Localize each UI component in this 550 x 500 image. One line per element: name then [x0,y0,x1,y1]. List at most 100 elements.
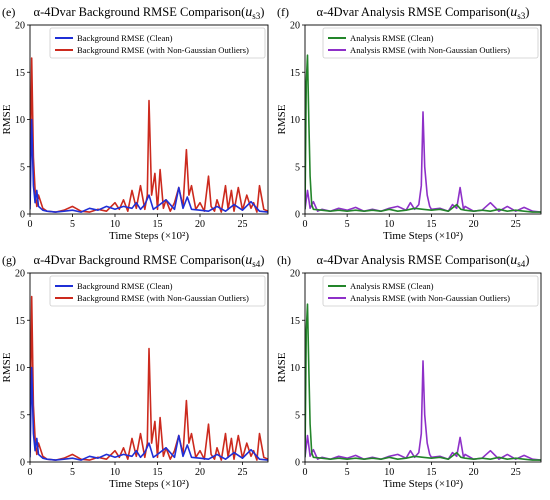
chart-title: α-4Dvar Analysis RMSE Comparison(us4) [317,253,530,269]
chart-title-close: ) [525,253,529,267]
plot-frame [304,272,542,463]
chart-title: α-4Dvar Analysis RMSE Comparison(us3) [317,5,530,21]
y-tick-label: 10 [290,363,300,374]
y-tick-label: 15 [290,316,300,327]
chart-title-variable: u [245,253,252,268]
plot-frame [29,24,269,215]
panel-label: (h) [277,253,291,267]
y-tick-label: 10 [290,115,300,126]
x-tick-label: 20 [195,219,205,230]
legend-label: Background RMSE (with Non-Gaussian Outli… [77,293,249,303]
x-axis-label: Time Steps (×10²) [109,478,189,490]
chart-panel-f: (f) α-4Dvar Analysis RMSE Comparison(us3)… [276,5,542,242]
legend-box [49,275,266,307]
legend-box [49,27,266,59]
chart-title-variable: u [510,5,517,20]
legend: Background RMSE (Clean) Background RMSE (… [49,275,266,307]
y-tick-label: 10 [15,363,25,374]
x-tick-label: 20 [195,467,205,478]
series-line-1 [305,54,541,213]
y-tick-label: 15 [290,68,300,79]
legend-label: Background RMSE (with Non-Gaussian Outli… [77,45,249,55]
chart-title-subscript: s4 [252,259,261,269]
legend-label: Analysis RMSE (with Non-Gaussian Outlier… [350,45,510,55]
series-line-1 [30,118,268,213]
chart-title: α-4Dvar Background RMSE Comparison(us3) [34,5,265,21]
y-tick-label: 0 [20,210,25,221]
y-tick-label: 0 [295,458,300,469]
chart-panel-e: (e) α-4Dvar Background RMSE Comparison(us… [1,5,269,242]
y-tick-label: 5 [20,162,25,173]
x-tick-label: 5 [345,219,350,230]
x-tick-label: 20 [469,467,479,478]
chart-title-variable: u [245,5,252,20]
series-line-0 [30,57,268,213]
y-axis-label: RMSE [1,104,13,134]
legend-label: Analysis RMSE (with Non-Gaussian Outlier… [350,293,510,303]
legend-label: Background RMSE (Clean) [77,33,173,43]
panel-label: (e) [2,5,15,19]
legend-label: Analysis RMSE (Clean) [350,33,434,43]
chart-panel-h: (h) α-4Dvar Analysis RMSE Comparison(us4)… [276,253,542,490]
legend-label: Background RMSE (Clean) [77,281,173,291]
chart-panel-g: (g) α-4Dvar Background RMSE Comparison(us… [1,253,269,490]
series-line-1 [30,366,268,461]
chart-title-variable: u [510,253,517,268]
series-line-0 [30,295,268,461]
x-tick-label: 25 [511,467,521,478]
x-tick-label: 20 [469,219,479,230]
x-tick-label: 5 [345,467,350,478]
x-tick-label: 0 [28,219,33,230]
y-tick-label: 0 [295,210,300,221]
chart-title-subscript: s3 [252,11,261,21]
y-axis-label: RMSE [276,104,288,134]
y-tick-label: 15 [15,68,25,79]
x-tick-label: 0 [303,467,308,478]
x-tick-label: 15 [426,467,436,478]
chart-title-text: α-4Dvar Background RMSE Comparison( [34,5,246,19]
y-tick-label: 20 [15,21,25,32]
x-tick-label: 0 [28,467,33,478]
y-tick-label: 5 [295,162,300,173]
x-axis-label: Time Steps (×10²) [383,478,463,490]
x-tick-label: 5 [70,219,75,230]
x-tick-label: 15 [153,467,163,478]
y-tick-label: 20 [290,21,300,32]
chart-title-subscript: s3 [517,11,526,21]
y-tick-label: 20 [290,269,300,280]
series-line-0 [305,360,541,461]
chart-title-close: ) [260,253,264,267]
x-tick-label: 25 [511,219,521,230]
legend-box [322,27,539,59]
y-tick-label: 5 [20,410,25,421]
legend: Background RMSE (Clean) Background RMSE (… [49,27,266,59]
legend-box [322,275,539,307]
y-tick-label: 20 [15,269,25,280]
legend: Analysis RMSE (Clean) Analysis RMSE (with… [322,275,539,307]
chart-title-text: α-4Dvar Analysis RMSE Comparison( [317,253,511,267]
chart-title-text: α-4Dvar Background RMSE Comparison( [34,253,246,267]
chart-title-text: α-4Dvar Analysis RMSE Comparison( [317,5,511,19]
panel-label: (g) [2,253,16,267]
x-tick-label: 0 [303,219,308,230]
x-tick-label: 10 [110,219,120,230]
panel-label: (f) [277,5,289,19]
chart-title-close: ) [260,5,264,19]
x-tick-label: 25 [238,219,248,230]
legend-label: Analysis RMSE (Clean) [350,281,434,291]
chart-title: α-4Dvar Background RMSE Comparison(us4) [34,253,265,269]
y-axis-label: RMSE [276,352,288,382]
series-line-1 [305,303,541,461]
y-tick-label: 0 [20,458,25,469]
y-axis-label: RMSE [1,352,13,382]
chart-title-close: ) [525,5,529,19]
x-axis-label: Time Steps (×10²) [383,230,463,242]
x-tick-label: 15 [153,219,163,230]
x-tick-label: 10 [110,467,120,478]
x-tick-label: 10 [384,467,394,478]
y-tick-label: 5 [295,410,300,421]
y-tick-label: 15 [15,316,25,327]
x-tick-label: 5 [70,467,75,478]
x-tick-label: 15 [426,219,436,230]
